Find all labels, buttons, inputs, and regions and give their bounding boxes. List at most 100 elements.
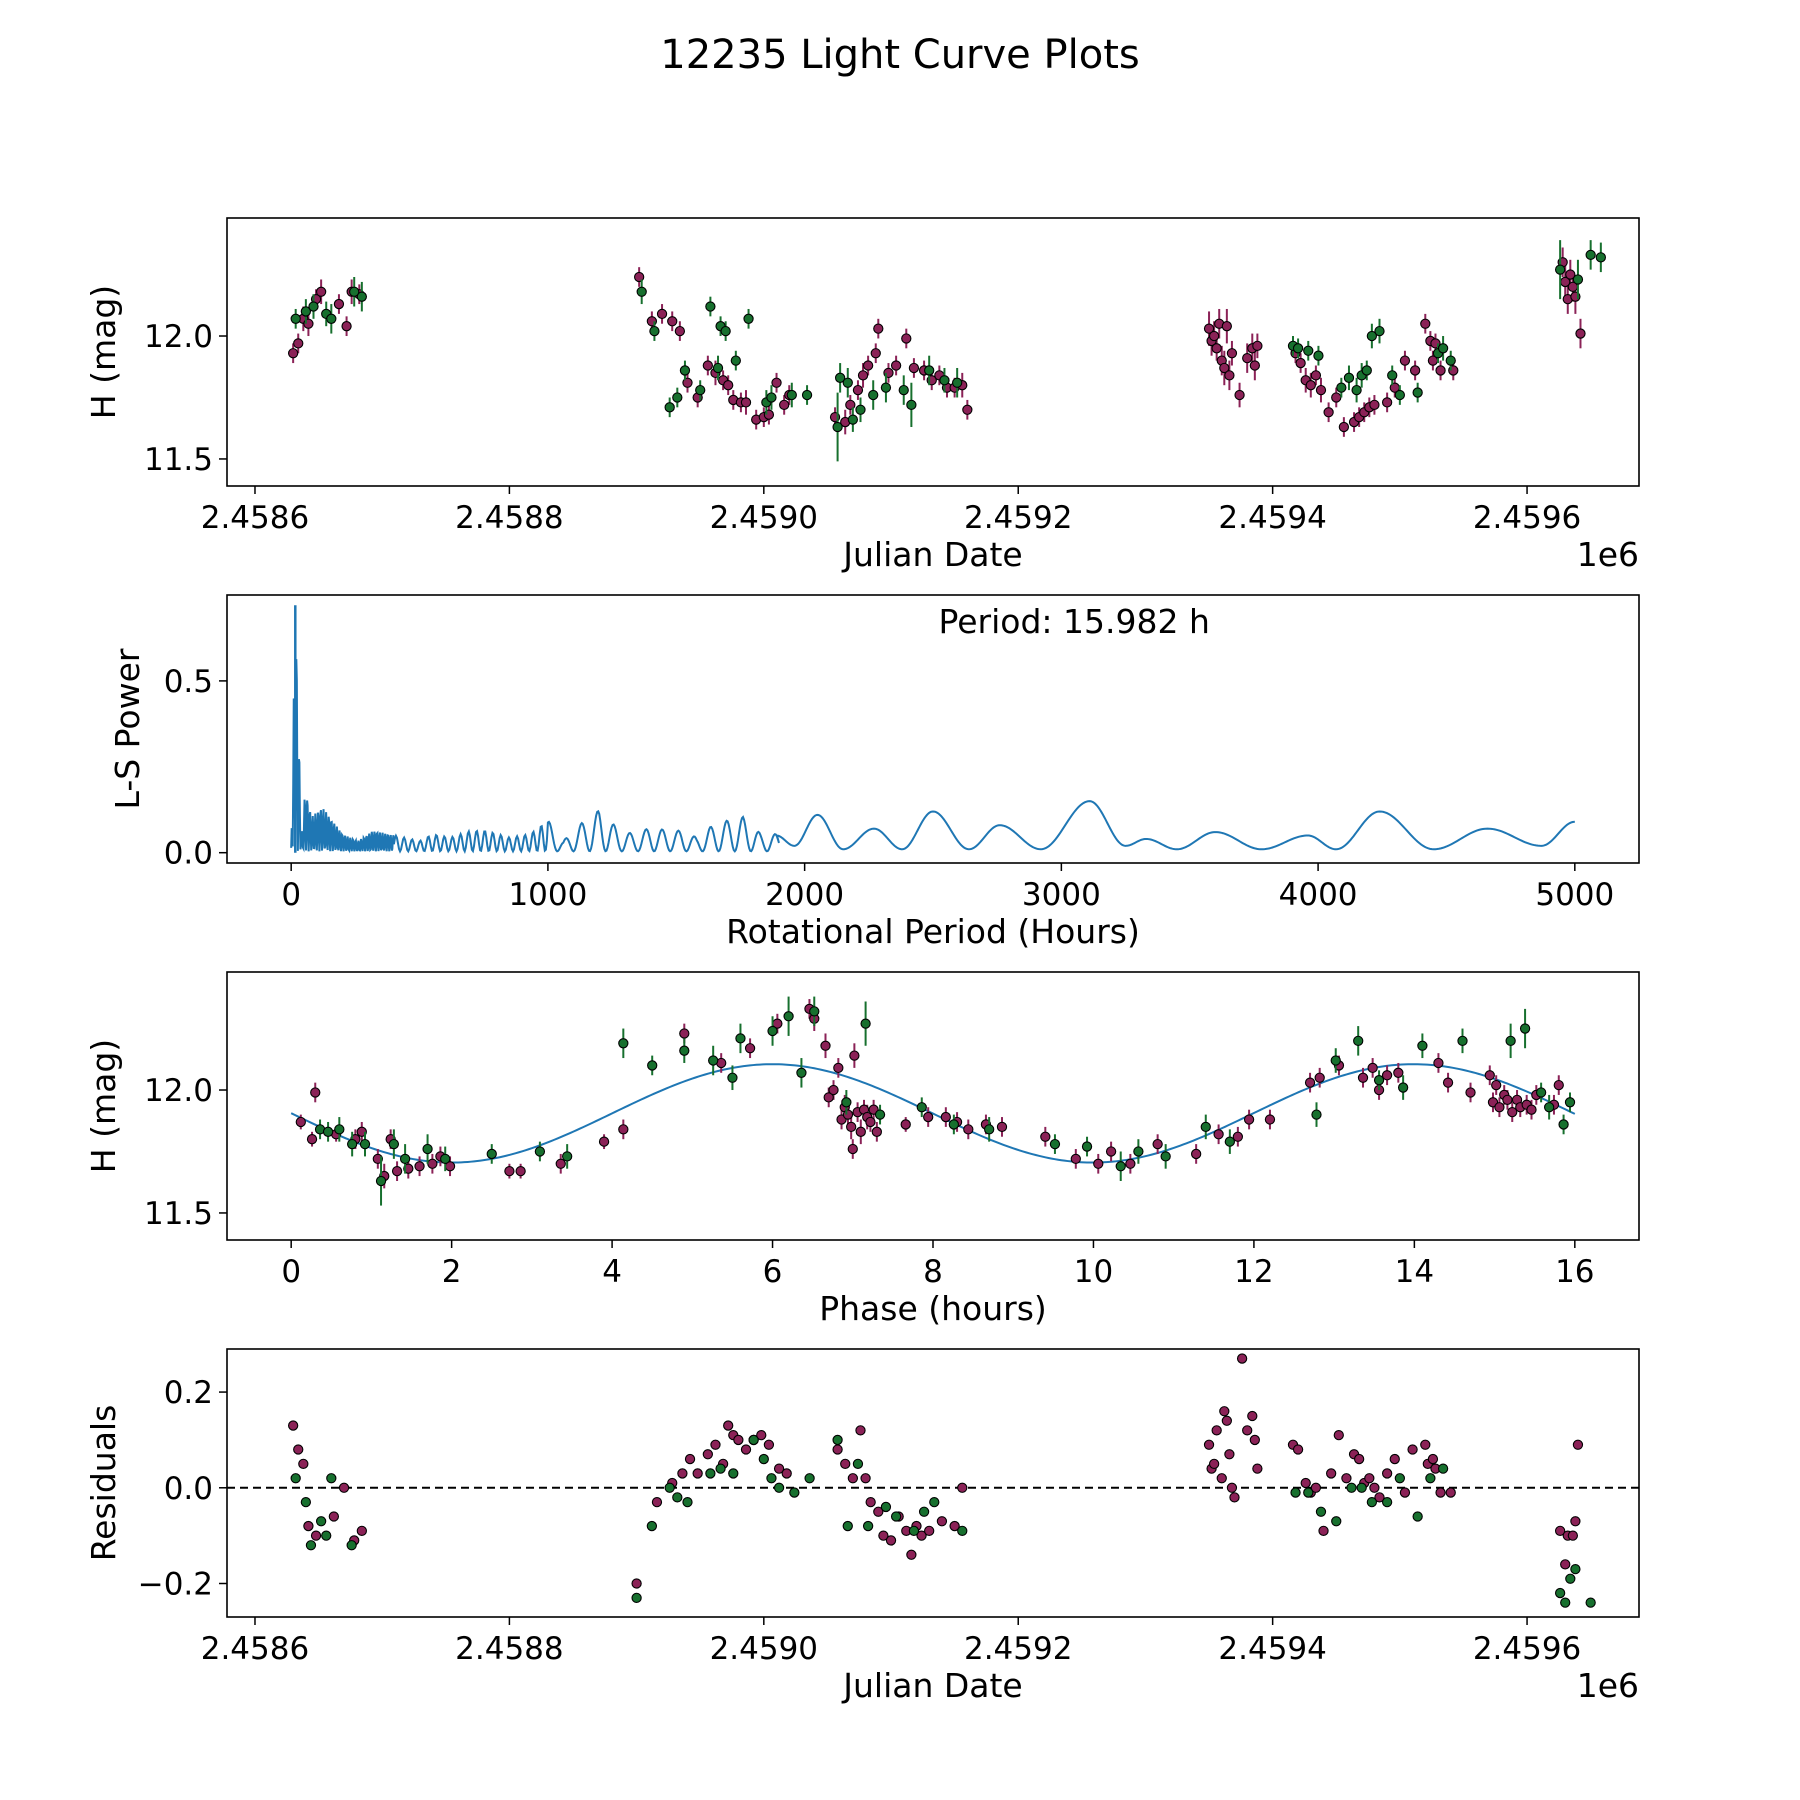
data-point (735, 1033, 746, 1044)
series-2 (314, 996, 1576, 1206)
data-point (1373, 1075, 1385, 1086)
data-point (846, 1121, 857, 1133)
data-point (1412, 387, 1423, 398)
data-point (391, 1166, 403, 1177)
data-point (923, 1111, 934, 1123)
data-point (631, 1592, 642, 1604)
data-point (1369, 1482, 1380, 1493)
data-point (1381, 1496, 1393, 1508)
data-point (634, 271, 645, 283)
data-point (1341, 1473, 1352, 1484)
data-point (338, 1482, 350, 1493)
data-point (651, 1496, 663, 1508)
y-tick-label: 12.0 (144, 319, 213, 355)
data-point (727, 1072, 738, 1083)
x-tick-label: 2 (442, 1254, 462, 1290)
data-point (1437, 1463, 1449, 1474)
data-point (1216, 1473, 1227, 1484)
data-point (1425, 1473, 1436, 1484)
data-point (1203, 323, 1215, 334)
data-point (647, 1060, 658, 1071)
data-point (740, 1444, 752, 1455)
data-point (305, 1540, 317, 1551)
panel-3: 0 2 4 6 8 10 12 14 16 11.5 12.0 Phase (hours) H (mag… (84, 971, 1640, 1328)
data-point (783, 1011, 794, 1022)
x-tick-label: 8 (923, 1254, 943, 1290)
y-axis-label: L-S Power (108, 648, 147, 809)
data-point (702, 1449, 713, 1460)
data-point (852, 384, 864, 396)
data-point (375, 1175, 387, 1187)
data-point (1397, 1082, 1409, 1093)
data-point (906, 399, 917, 411)
data-point (1249, 1434, 1260, 1446)
data-point (562, 1151, 573, 1162)
data-point (1224, 370, 1235, 381)
x-tick-label: 2.4596 (1473, 1631, 1581, 1667)
data-point (326, 313, 337, 324)
data-point (1295, 357, 1306, 369)
data-point (664, 1482, 675, 1493)
data-point (1570, 1563, 1581, 1575)
data-point (1040, 1131, 1051, 1142)
data-point (1208, 330, 1220, 342)
panel-2: 0 1000 2000 3000 4000 5000 0.0 0.5 Rotational Pe… (108, 594, 1640, 951)
data-point (786, 389, 797, 401)
x-tick-label: 16 (1555, 1254, 1594, 1290)
x-tick-label: 2.4592 (964, 500, 1072, 536)
data-point (1420, 1439, 1431, 1450)
data-point (773, 1482, 785, 1493)
y-tick-label: 11.5 (144, 442, 213, 478)
data-point (1394, 389, 1406, 401)
data-point (847, 1473, 859, 1484)
data-point (842, 1109, 854, 1120)
data-point (1369, 399, 1380, 411)
y-axis-label: H (mag) (84, 1039, 123, 1173)
data-point (334, 1124, 345, 1135)
data-point (1361, 365, 1372, 376)
y-tick-label: −0.2 (138, 1567, 213, 1603)
data-point (1435, 365, 1446, 376)
data-point (940, 1111, 951, 1123)
data-point (1572, 274, 1584, 285)
data-point (1409, 365, 1421, 376)
data-point (767, 1025, 778, 1037)
data-point (427, 1158, 438, 1169)
data-point (1315, 1506, 1327, 1517)
data-point (865, 1496, 876, 1508)
data-point (310, 1087, 321, 1098)
data-point (1595, 252, 1606, 263)
data-point (1465, 1087, 1476, 1098)
data-point (939, 375, 950, 386)
x-tick-label: 5000 (1535, 877, 1614, 913)
data-point (916, 1530, 927, 1541)
data-point (708, 1055, 719, 1066)
data-point (1247, 1410, 1258, 1422)
panel-4: 2.4586 2.4588 2.4590 2.4592 2.4594 2.4596 −0.2… (84, 1348, 1640, 1705)
data-point (1374, 325, 1385, 337)
x-tick-label: 2.4592 (964, 1631, 1072, 1667)
data-point (293, 1444, 304, 1455)
data-point (936, 1516, 948, 1527)
data-point (534, 1146, 546, 1157)
data-point (840, 1458, 851, 1470)
data-point (948, 1119, 960, 1130)
data-point (646, 1520, 658, 1532)
data-point (1412, 1511, 1423, 1522)
data-point (315, 1516, 327, 1527)
data-point (828, 1084, 839, 1096)
x-tick-label: 0 (281, 877, 301, 913)
x-tick-label: 2.4596 (1473, 500, 1581, 536)
data-point (1213, 1129, 1224, 1140)
data-point (1252, 1463, 1263, 1474)
data-point (801, 389, 813, 401)
data-point (1229, 1492, 1240, 1503)
data-point (414, 1161, 425, 1172)
data-point (300, 306, 312, 317)
data-point (315, 286, 327, 297)
data-point (1442, 1077, 1454, 1088)
x-axis-label: Julian Date (841, 1666, 1023, 1705)
data-point (1567, 1530, 1579, 1541)
data-point (422, 1143, 433, 1155)
data-point (924, 1525, 935, 1537)
